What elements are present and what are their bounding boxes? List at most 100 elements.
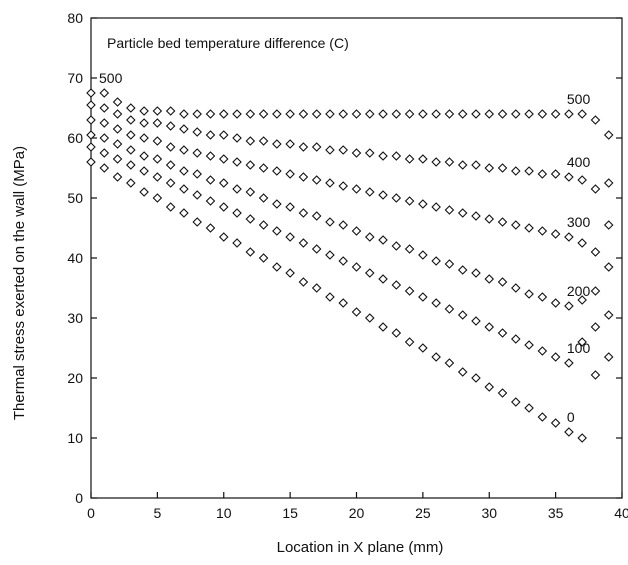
- data-point: [139, 106, 149, 116]
- data-point: [511, 220, 521, 230]
- data-point: [325, 109, 335, 119]
- data-point: [311, 175, 322, 185]
- data-point: [497, 163, 508, 173]
- data-point: [311, 109, 322, 119]
- data-point: [338, 220, 349, 230]
- chart-annotation: Particle bed temperature difference (C): [107, 35, 349, 51]
- points-layer: [86, 88, 614, 443]
- data-point: [418, 154, 428, 164]
- data-point: [165, 121, 176, 131]
- data-point: [418, 250, 428, 260]
- data-point: [484, 163, 495, 173]
- data-point: [218, 178, 229, 188]
- data-point: [179, 166, 189, 176]
- data-point: [325, 292, 335, 302]
- data-point: [112, 139, 123, 149]
- data-point: [511, 397, 521, 407]
- data-point: [152, 193, 163, 203]
- data-point: [325, 145, 335, 155]
- data-point: [351, 148, 362, 158]
- data-point: [232, 184, 242, 194]
- data-point: [404, 337, 415, 347]
- x-tick-label: 25: [415, 505, 431, 521]
- data-point: [245, 136, 256, 146]
- data-point: [603, 130, 614, 140]
- series-200: [86, 130, 614, 311]
- series-label-100: 100: [567, 340, 591, 356]
- data-point: [418, 343, 428, 353]
- data-point: [218, 154, 229, 164]
- data-point: [351, 109, 362, 119]
- data-point: [577, 295, 587, 305]
- data-point: [112, 154, 123, 164]
- data-point: [603, 262, 614, 272]
- x-tick-label: 0: [87, 505, 95, 521]
- x-tick-label: 10: [216, 505, 232, 521]
- series-400: [86, 100, 614, 194]
- data-point: [524, 289, 534, 299]
- data-point: [511, 166, 521, 176]
- data-point: [457, 310, 468, 320]
- data-point: [86, 100, 96, 110]
- data-point: [497, 328, 508, 338]
- data-point: [99, 118, 110, 128]
- data-point: [192, 169, 202, 179]
- data-point: [444, 304, 455, 314]
- data-point: [126, 178, 136, 188]
- data-point: [484, 274, 495, 284]
- x-tick-label: 15: [282, 505, 298, 521]
- data-point: [351, 184, 362, 194]
- data-point: [245, 109, 256, 119]
- data-point: [590, 370, 601, 380]
- data-point: [272, 199, 282, 209]
- data-point: [564, 109, 574, 119]
- data-point: [378, 151, 388, 161]
- data-point: [550, 109, 561, 119]
- series-100: [86, 142, 614, 368]
- data-point: [590, 286, 601, 296]
- data-point: [86, 88, 96, 98]
- series-label-400: 400: [567, 154, 591, 170]
- data-point: [272, 262, 282, 272]
- data-point: [351, 307, 362, 317]
- data-point: [179, 184, 189, 194]
- data-point: [471, 211, 481, 221]
- data-point: [205, 130, 216, 140]
- data-point: [272, 109, 282, 119]
- data-point: [444, 109, 455, 119]
- data-point: [391, 328, 402, 338]
- data-point: [497, 109, 508, 119]
- data-point: [537, 109, 548, 119]
- data-point: [404, 286, 415, 296]
- data-point: [232, 157, 242, 167]
- data-point: [404, 109, 415, 119]
- data-point: [431, 352, 441, 362]
- data-point: [497, 388, 508, 398]
- data-point: [484, 214, 495, 224]
- data-point: [537, 292, 548, 302]
- data-point: [126, 130, 136, 140]
- data-point: [564, 358, 574, 368]
- data-point: [152, 154, 163, 164]
- data-point: [550, 169, 561, 179]
- data-point: [391, 151, 402, 161]
- data-point: [86, 157, 96, 167]
- data-point: [165, 106, 176, 116]
- data-point: [444, 358, 455, 368]
- data-point: [431, 109, 441, 119]
- data-point: [192, 217, 202, 227]
- data-point: [484, 109, 495, 119]
- plot-frame: [90, 17, 623, 499]
- data-point: [285, 268, 295, 278]
- data-point: [564, 427, 574, 437]
- data-point: [285, 139, 295, 149]
- data-point: [537, 412, 548, 422]
- data-point: [86, 130, 96, 140]
- data-point: [378, 235, 388, 245]
- data-point: [272, 226, 282, 236]
- data-point: [99, 163, 110, 173]
- data-point: [258, 136, 269, 146]
- data-point: [590, 115, 601, 125]
- data-point: [112, 124, 123, 134]
